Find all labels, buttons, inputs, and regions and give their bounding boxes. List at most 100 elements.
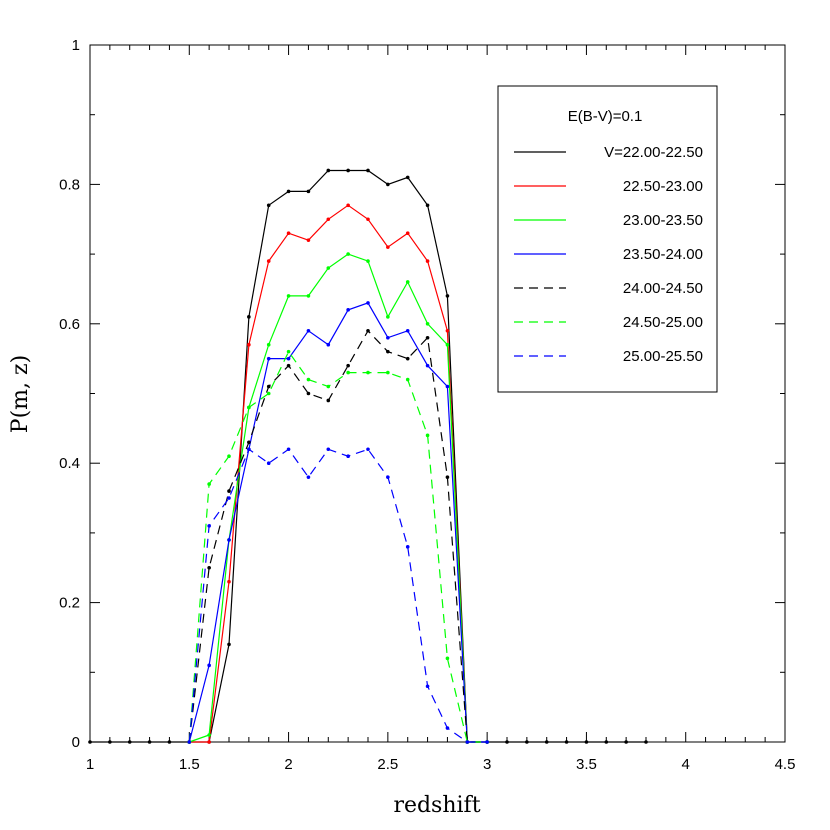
series-2 [187, 203, 489, 744]
data-point [366, 447, 370, 452]
data-point [187, 740, 192, 744]
data-point [386, 315, 390, 319]
data-point [445, 656, 450, 661]
data-point [227, 579, 231, 584]
legend-label: 22.50-23.00 [623, 178, 703, 195]
data-point [247, 440, 251, 445]
data-point [306, 475, 311, 479]
data-point [386, 475, 390, 479]
data-point [207, 565, 211, 570]
data-point [326, 266, 331, 270]
data-point [326, 342, 331, 347]
data-point [445, 384, 450, 389]
data-point [425, 433, 430, 438]
data-point [306, 294, 311, 298]
series-line [188, 448, 488, 743]
series-line [188, 302, 488, 743]
data-point [247, 405, 251, 410]
y-tick-label: 0.6 [59, 316, 80, 333]
data-point [227, 538, 231, 542]
data-point [425, 335, 430, 340]
data-point [306, 238, 311, 242]
x-tick-label: 1.5 [179, 756, 200, 773]
data-point [405, 545, 410, 549]
data-point [386, 370, 390, 375]
data-point [425, 322, 430, 326]
data-point [306, 391, 311, 396]
series-3 [187, 252, 489, 744]
data-point [445, 328, 450, 333]
data-point [386, 335, 390, 340]
data-point [346, 168, 350, 173]
legend-label: 23.00-23.50 [623, 212, 703, 229]
data-point [326, 398, 331, 403]
data-point [266, 384, 271, 389]
data-point [644, 740, 648, 744]
x-tick-label: 4.5 [775, 756, 796, 773]
data-point [247, 315, 251, 319]
data-point [346, 370, 350, 375]
data-point [485, 740, 489, 744]
data-point [465, 740, 470, 744]
data-point [366, 259, 370, 263]
series-line [188, 329, 488, 743]
data-point [425, 259, 430, 263]
data-point [266, 203, 271, 208]
data-point [207, 663, 211, 668]
data-point [366, 301, 370, 305]
data-point [346, 252, 350, 256]
data-point [227, 496, 231, 500]
x-tick-label: 1 [86, 756, 94, 773]
x-tick-label: 3.5 [576, 756, 597, 773]
data-point [445, 475, 450, 479]
data-point [584, 740, 589, 744]
data-point [405, 356, 410, 361]
data-point [326, 217, 331, 222]
data-point [286, 189, 291, 194]
data-point [227, 489, 231, 493]
data-point [286, 349, 291, 354]
data-point [207, 740, 211, 744]
data-point [366, 328, 370, 333]
data-point [386, 349, 390, 354]
data-point [207, 733, 211, 737]
data-point [564, 740, 569, 744]
data-point [266, 259, 271, 263]
data-point [306, 328, 311, 333]
data-point [207, 482, 211, 486]
x-tick-label: 4 [682, 756, 690, 773]
data-point [286, 356, 291, 361]
series-7 [187, 447, 489, 744]
data-point [405, 175, 410, 180]
data-point [405, 231, 410, 235]
data-point [286, 294, 291, 298]
data-point [525, 740, 529, 744]
data-point [326, 168, 331, 173]
data-point [346, 308, 350, 312]
data-point [326, 447, 331, 452]
data-point [405, 377, 410, 382]
series-4 [187, 301, 489, 744]
data-point [366, 217, 370, 222]
data-point [207, 524, 211, 528]
x-tick-label: 2.5 [377, 756, 398, 773]
data-point [386, 245, 390, 249]
data-point [227, 454, 231, 459]
data-point [425, 203, 430, 208]
data-point [286, 447, 291, 452]
series-6 [187, 349, 489, 744]
data-point [366, 168, 370, 173]
data-point [266, 356, 271, 361]
data-point [227, 642, 231, 647]
data-point [247, 342, 251, 347]
legend: E(B-V)=0.1 V=22.00-22.50 22.50-23.00 23.00… [497, 85, 718, 393]
y-tick-label: 0.4 [59, 455, 80, 472]
data-point [544, 740, 549, 744]
data-point [247, 447, 251, 452]
x-axis: 1 1.5 2 2.5 3 3.5 4 4.5 [86, 45, 796, 773]
data-point [445, 342, 450, 347]
data-point [266, 391, 271, 396]
legend-label: 24.00-24.50 [623, 280, 703, 297]
data-point [306, 189, 311, 194]
